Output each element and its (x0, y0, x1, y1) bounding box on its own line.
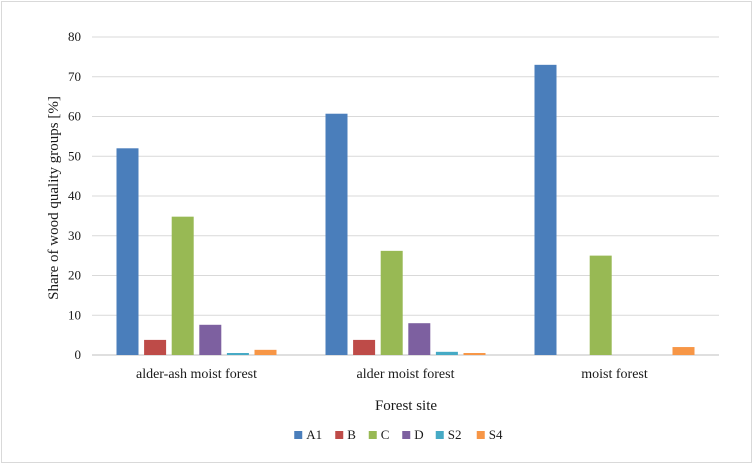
legend-label-s4: S4 (489, 427, 503, 442)
legend-label-a1: A1 (306, 427, 322, 442)
bar-a1-1 (116, 148, 139, 355)
bar-s2-2 (435, 351, 458, 355)
legend-label-d: D (414, 427, 423, 442)
y-tick-label: 50 (68, 148, 81, 163)
bar-c-2 (380, 250, 403, 355)
legend-swatch-b (335, 431, 344, 439)
legend-swatch-s2 (435, 431, 444, 439)
y-tick-labels: 0 10 20 30 40 50 60 70 80 (68, 29, 81, 362)
y-tick-label: 10 (68, 307, 81, 322)
x-tick-label: alder-ash moist forest (136, 367, 257, 382)
bar-s4-3 (672, 347, 695, 355)
bar-d-2 (408, 323, 431, 355)
bar-s2-1 (226, 353, 249, 355)
legend-label-s2: S2 (448, 427, 462, 442)
x-tick-label: alder moist forest (357, 367, 455, 382)
y-tick-label: 0 (75, 347, 82, 362)
bars (116, 64, 695, 355)
x-tick-label: moist forest (581, 367, 648, 382)
x-axis-label: Forest site (375, 398, 437, 414)
y-tick-label: 20 (68, 268, 81, 283)
bar-c-1 (171, 216, 194, 355)
bar-s4-1 (254, 349, 277, 355)
y-tick-label: 80 (68, 29, 81, 44)
bar-d-1 (199, 324, 222, 355)
y-tick-label: 40 (68, 188, 81, 203)
legend-swatch-d (402, 431, 411, 439)
y-tick-label: 60 (68, 109, 81, 124)
bar-chart: 0 10 20 30 40 50 60 70 80 alder-ash moist forest… (46, 29, 719, 442)
legend-swatch-c (368, 431, 377, 439)
grid-lines (92, 36, 719, 356)
bar-a1-2 (325, 113, 348, 355)
bar-c-3 (589, 255, 612, 355)
bar-b-2 (353, 339, 376, 355)
chart-frame: 0 10 20 30 40 50 60 70 80 alder-ash moist forest… (1, 1, 752, 463)
y-axis-label: Share of wood quality groups [%] (46, 96, 62, 300)
legend: A1 B C D S2 S4 (294, 427, 503, 442)
bar-s4-2 (463, 353, 486, 355)
x-tick-labels: alder-ash moist forest alder moist forest… (136, 367, 648, 382)
y-tick-label: 30 (68, 228, 81, 243)
legend-swatch-s4 (476, 431, 485, 439)
legend-swatch-a1 (294, 431, 303, 439)
y-tick-label: 70 (68, 69, 81, 84)
legend-label-b: B (347, 427, 356, 442)
legend-label-c: C (381, 427, 390, 442)
bar-a1-3 (534, 64, 557, 355)
bar-b-1 (144, 339, 167, 355)
